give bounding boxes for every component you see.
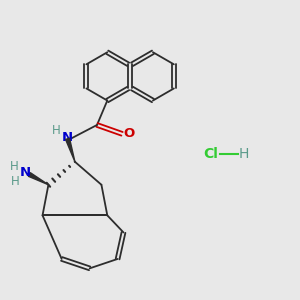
Text: H: H bbox=[51, 124, 60, 137]
Polygon shape bbox=[28, 172, 48, 185]
Text: H: H bbox=[10, 160, 19, 173]
Text: N: N bbox=[61, 131, 73, 144]
Text: N: N bbox=[19, 166, 30, 179]
Text: H: H bbox=[239, 147, 249, 161]
Text: Cl: Cl bbox=[203, 147, 218, 161]
Text: O: O bbox=[124, 127, 135, 140]
Polygon shape bbox=[66, 138, 75, 162]
Text: H: H bbox=[11, 175, 20, 188]
